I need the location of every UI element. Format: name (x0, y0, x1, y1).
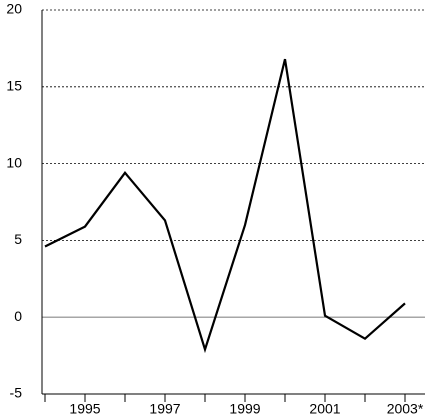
x-tick-label: 2003* (387, 401, 424, 417)
y-tick-label: 15 (6, 78, 22, 94)
data-line (44, 58, 406, 354)
y-tick-label: 5 (14, 231, 22, 247)
x-tick-label: 2001 (309, 401, 340, 417)
x-tick-label: 1995 (69, 401, 100, 417)
y-tick-label: -5 (10, 385, 23, 401)
y-tick-label: 20 (6, 1, 22, 17)
x-tick-label: 1999 (229, 401, 260, 417)
y-tick-label: 0 (14, 308, 22, 324)
y-tick-label: 10 (6, 154, 22, 170)
x-tick-label: 1997 (149, 401, 180, 417)
